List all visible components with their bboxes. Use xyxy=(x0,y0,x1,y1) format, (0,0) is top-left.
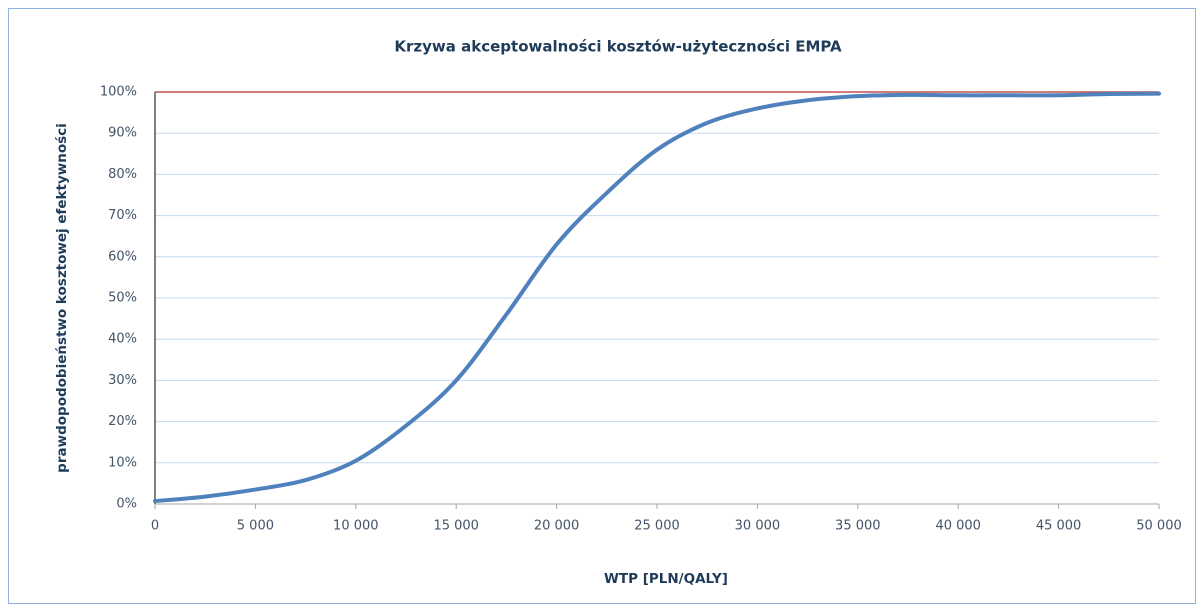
y-tick-label: 60% xyxy=(108,249,137,264)
x-tick-label: 20 000 xyxy=(534,519,580,534)
x-tick-label: 15 000 xyxy=(433,519,479,534)
chart-frame xyxy=(8,8,1196,604)
y-tick-label: 100% xyxy=(100,85,137,100)
y-tick-label: 70% xyxy=(108,208,137,223)
x-tick-label: 5 000 xyxy=(237,519,274,534)
x-tick-label: 45 000 xyxy=(1036,519,1082,534)
y-tick-label: 0% xyxy=(116,497,137,512)
y-tick-label: 40% xyxy=(108,332,137,347)
y-tick-label: 90% xyxy=(108,126,137,141)
x-tick-label: 40 000 xyxy=(935,519,981,534)
x-tick-label: 10 000 xyxy=(333,519,379,534)
y-axis-title: prawdopodobieństwo kosztowej efektywnośc… xyxy=(54,123,70,473)
chart-title: Krzywa akceptowalności kosztów-użyteczno… xyxy=(394,38,842,56)
line-series xyxy=(153,91,1161,504)
y-tick-label: 50% xyxy=(108,291,137,306)
y-tick-label: 30% xyxy=(108,373,137,388)
x-tick-label: 35 000 xyxy=(835,519,881,534)
x-tick-label: 25 000 xyxy=(634,519,680,534)
y-tick-label: 10% xyxy=(108,455,137,470)
y-tick-label: 20% xyxy=(108,414,137,429)
y-tick-label: 80% xyxy=(108,167,137,182)
x-tick-label: 30 000 xyxy=(735,519,781,534)
x-tick-label: 50 000 xyxy=(1136,519,1182,534)
x-axis-title: WTP [PLN/QALY] xyxy=(604,571,728,587)
x-tick-label: 0 xyxy=(151,519,159,534)
